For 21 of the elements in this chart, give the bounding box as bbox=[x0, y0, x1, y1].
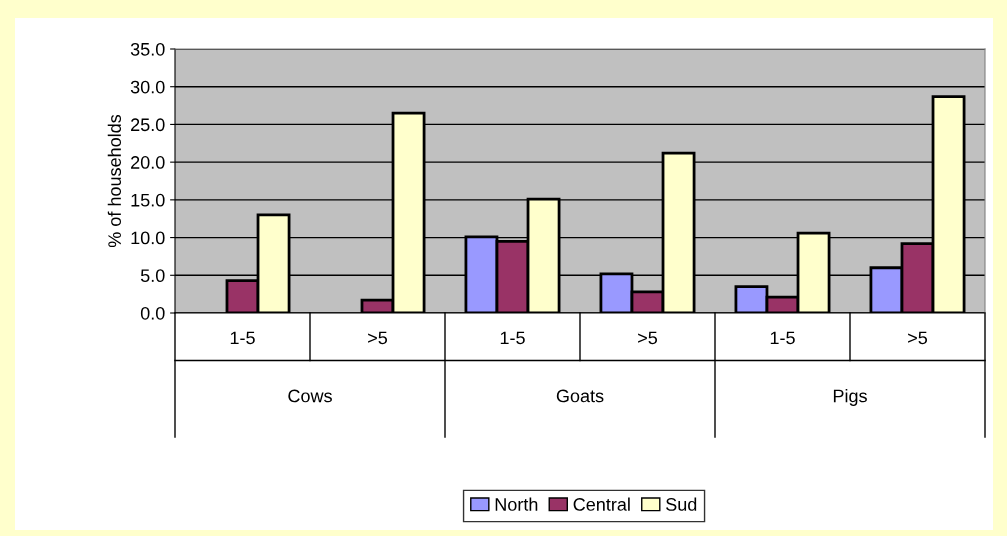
y-tick-label: 0.0 bbox=[140, 306, 165, 320]
legend-label: Central bbox=[573, 497, 630, 511]
y-tick-label: 20.0 bbox=[131, 156, 165, 169]
y-tick-label: 35.0 bbox=[130, 42, 165, 56]
y-axis-title: % of households bbox=[107, 114, 122, 248]
x-tick-label: 1-5 bbox=[230, 331, 255, 345]
x-tick-label: >5 bbox=[638, 331, 658, 345]
text: Cows bbox=[288, 389, 332, 403]
x-tick-label: >5 bbox=[908, 331, 928, 345]
text: Goats bbox=[556, 389, 604, 403]
x-tick-label: 1-5 bbox=[770, 331, 795, 345]
legend-label: North bbox=[495, 497, 538, 511]
y-tick-label: 10.0 bbox=[131, 231, 165, 245]
y-tick-label: 25.0 bbox=[131, 118, 165, 132]
y-tick-label: 30.0 bbox=[130, 80, 165, 94]
text: Pigs bbox=[833, 389, 867, 406]
x-tick-label: 1-5 bbox=[500, 331, 525, 345]
x-tick-label: >5 bbox=[368, 331, 388, 345]
legend-label: Sud bbox=[666, 497, 697, 511]
y-tick-label: 15.0 bbox=[131, 193, 165, 207]
y-tick-label: 5.0 bbox=[140, 269, 165, 283]
